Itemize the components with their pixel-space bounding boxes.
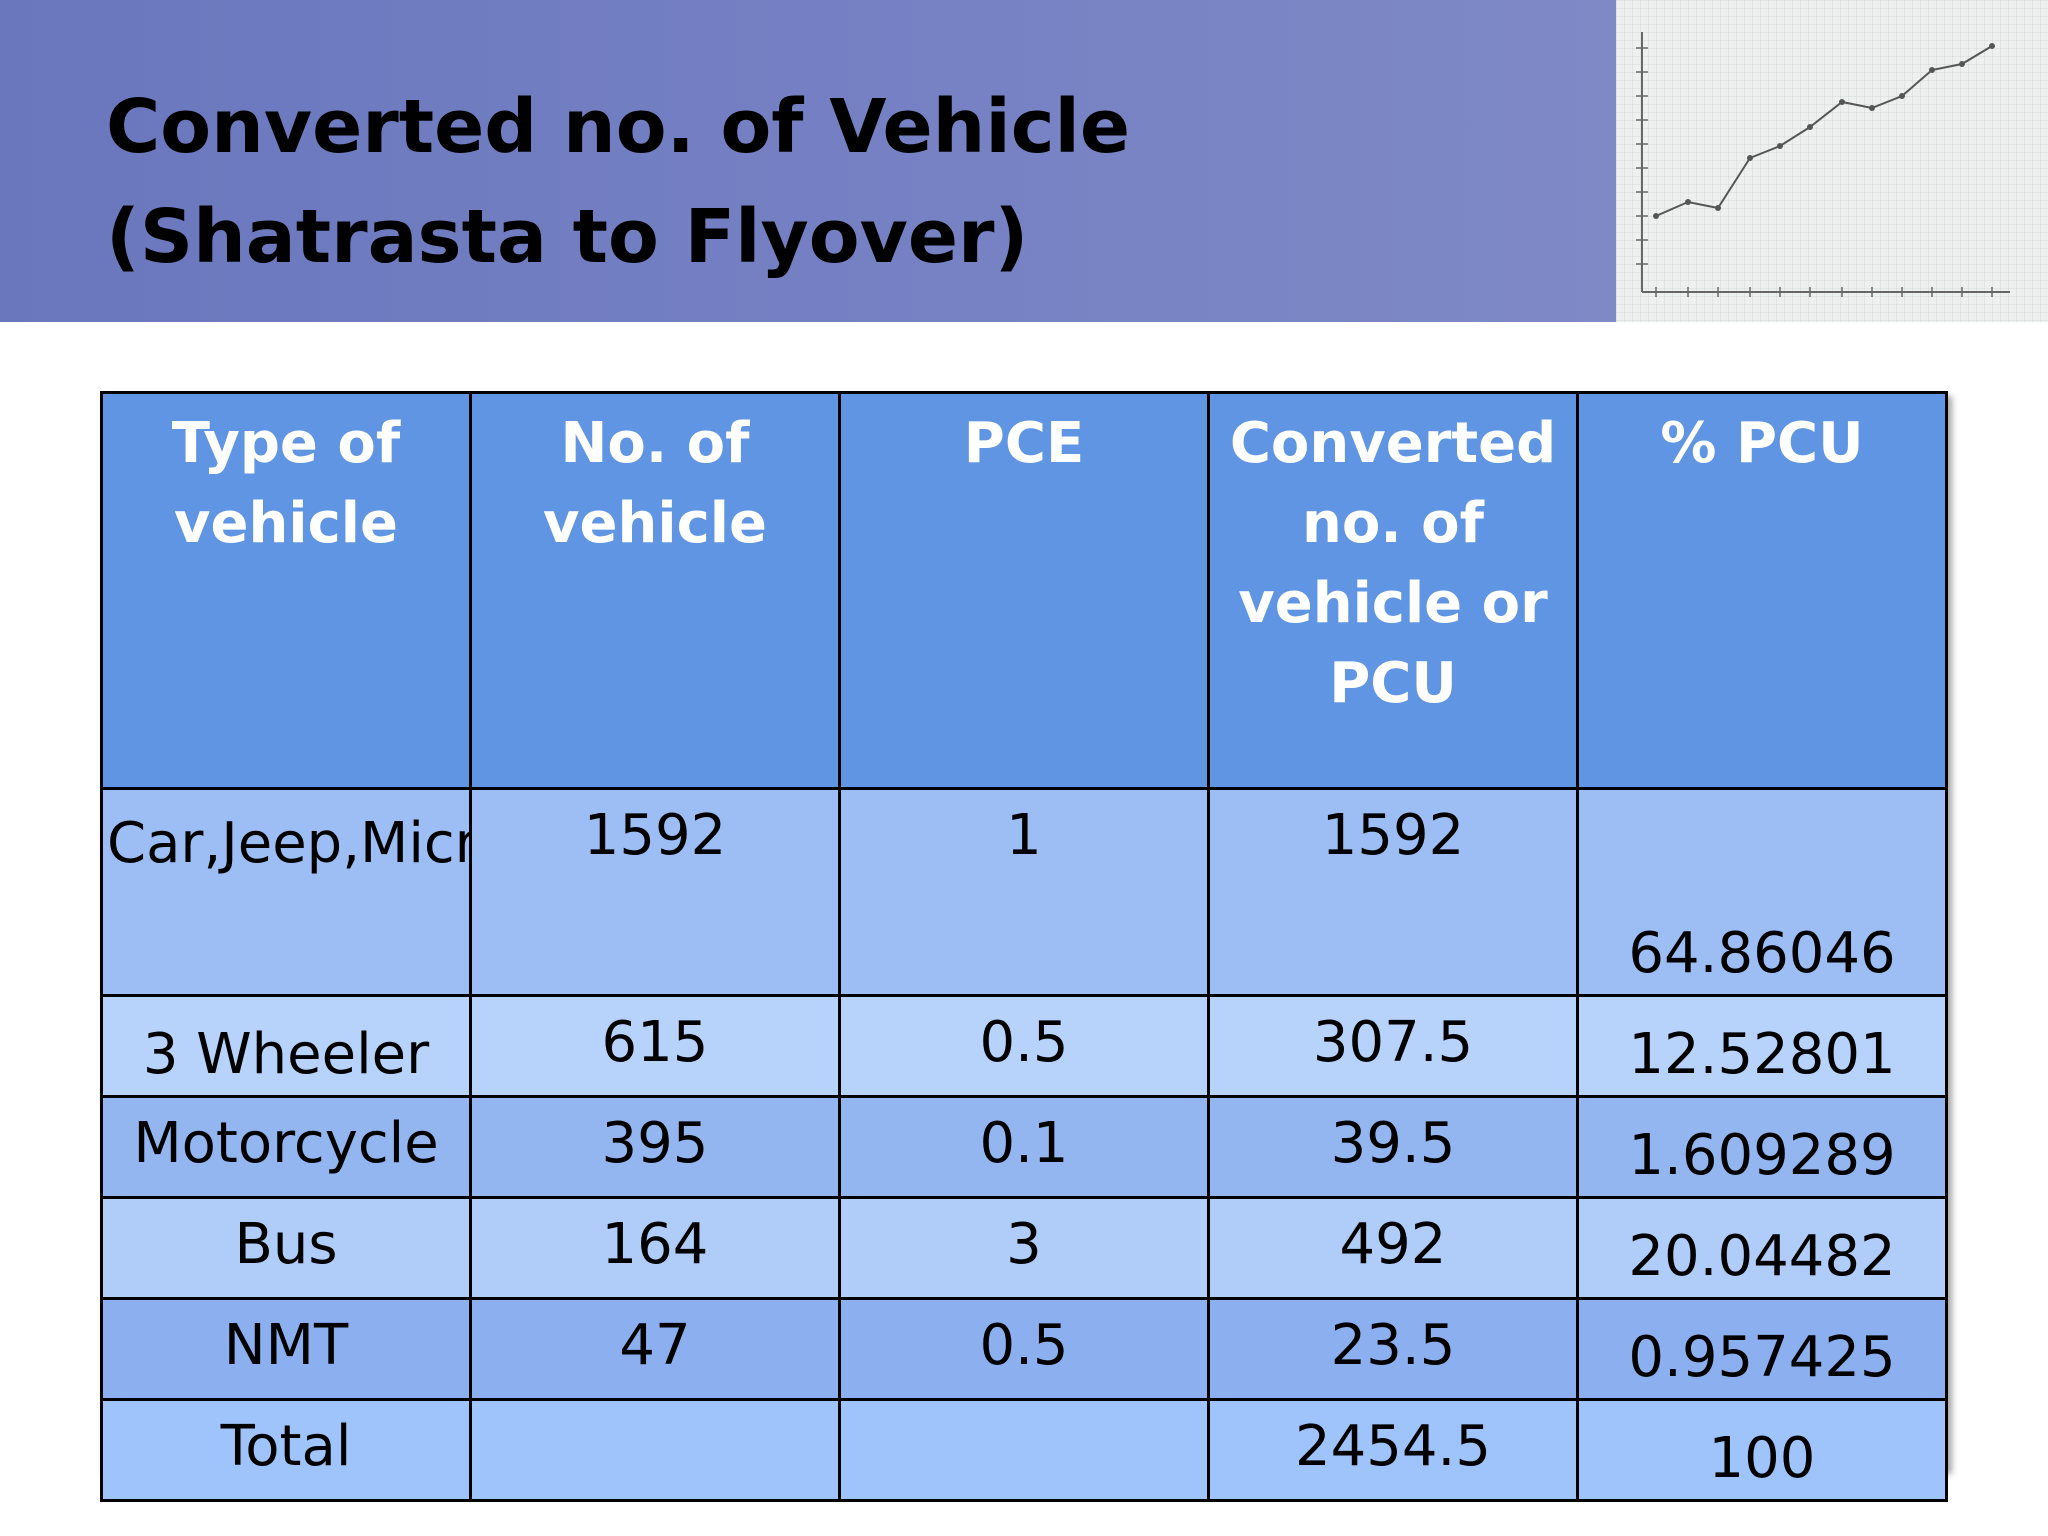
title-banner: Converted no. of Vehicle (Shatrasta to F… [0,0,1616,322]
table-row: NMT 47 0.5 23.5 0.957425 [100,1297,1948,1401]
cell-pce: 1 [838,787,1210,997]
cell-type: 3 Wheeler [100,994,472,1098]
cell-count: 1592 [469,787,841,997]
header-percent-pcu: % PCU [1576,391,1948,790]
cell-pce: 0.1 [838,1095,1210,1199]
cell-percent: 100 [1576,1398,1948,1502]
cell-count [469,1398,841,1502]
cell-percent: 20.04482 [1576,1196,1948,1300]
slide-title-line-1: Converted no. of Vehicle [106,84,1131,170]
cell-pcu: 492 [1207,1196,1579,1300]
slide-title: Converted no. of Vehicle (Shatrasta to F… [106,72,1130,292]
cell-pce: 3 [838,1196,1210,1300]
slide-title-line-2: (Shatrasta to Flyover) [106,194,1029,280]
cell-pcu: 2454.5 [1207,1398,1579,1502]
header-pce: PCE [838,391,1210,790]
pcu-table-container: Type of vehicle No. of vehicle PCE Conve… [100,391,1948,1502]
cell-pcu: 1592 [1207,787,1579,997]
line-chart-thumbnail-icon [1616,0,2048,322]
cell-type: Total [100,1398,472,1502]
cell-type: Motorcycle [100,1095,472,1199]
cell-pce: 0.5 [838,994,1210,1098]
header-converted-pcu: Converted no. of vehicle or PCU [1207,391,1579,790]
table-row: Bus 164 3 492 20.04482 [100,1196,1948,1300]
cell-type: NMT [100,1297,472,1401]
cell-percent: 0.957425 [1576,1297,1948,1401]
cell-percent: 12.52801 [1576,994,1948,1098]
table-row: Total 2454.5 100 [100,1398,1948,1502]
cell-count: 47 [469,1297,841,1401]
cell-pcu: 307.5 [1207,994,1579,1098]
table-row: Car,Jeep,Micro,Taxi 1592 1 1592 64.86046 [100,787,1948,997]
cell-percent: 1.609289 [1576,1095,1948,1199]
cell-percent: 64.86046 [1576,787,1948,997]
cell-type: Car,Jeep,Micro,Taxi [100,787,472,997]
header-no-of-vehicle: No. of vehicle [469,391,841,790]
cell-pce: 0.5 [838,1297,1210,1401]
cell-count: 164 [469,1196,841,1300]
pcu-table: Type of vehicle No. of vehicle PCE Conve… [100,391,1948,1502]
table-row: 3 Wheeler 615 0.5 307.5 12.52801 [100,994,1948,1098]
cell-pcu: 23.5 [1207,1297,1579,1401]
cell-type: Bus [100,1196,472,1300]
header-type-of-vehicle: Type of vehicle [100,391,472,790]
cell-pce [838,1398,1210,1502]
table-row: Motorcycle 395 0.1 39.5 1.609289 [100,1095,1948,1199]
cell-pcu: 39.5 [1207,1095,1579,1199]
table-header-row: Type of vehicle No. of vehicle PCE Conve… [100,391,1948,790]
cell-count: 615 [469,994,841,1098]
cell-count: 395 [469,1095,841,1199]
